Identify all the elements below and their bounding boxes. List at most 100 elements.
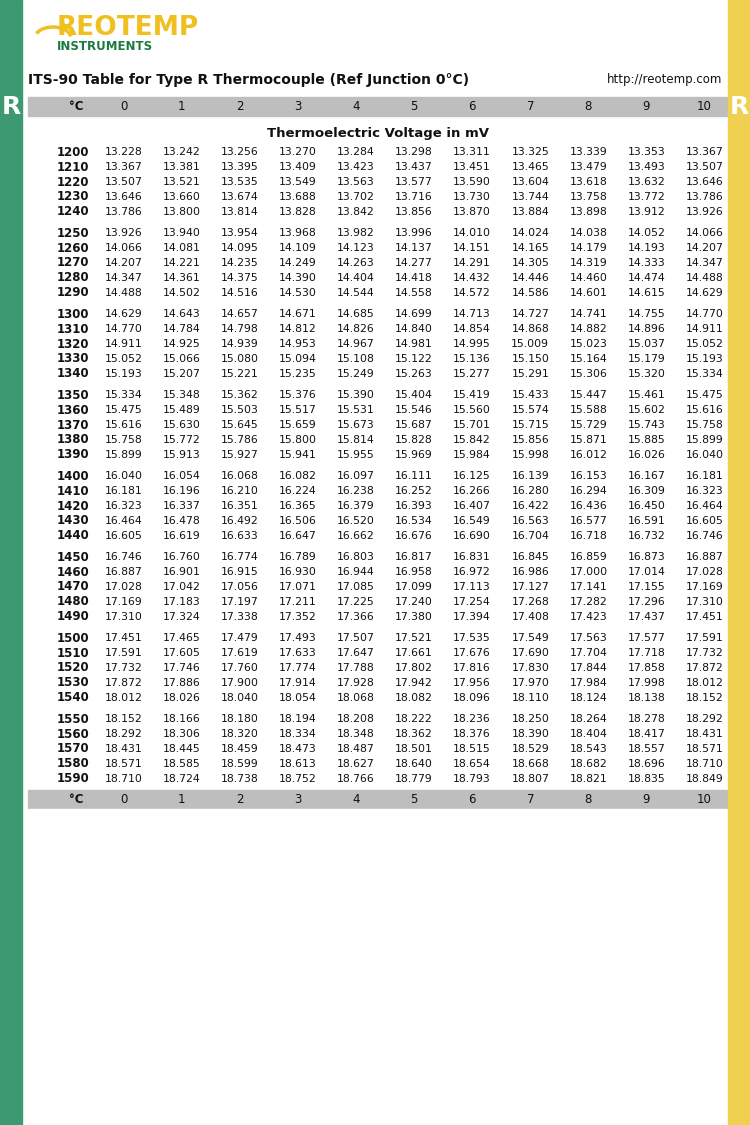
Text: 18.445: 18.445	[163, 744, 200, 754]
Text: 18.654: 18.654	[453, 758, 491, 768]
Text: 18.026: 18.026	[163, 693, 200, 703]
Text: 18.194: 18.194	[279, 714, 316, 724]
Text: 17.014: 17.014	[628, 567, 665, 577]
Text: 1570: 1570	[56, 742, 89, 756]
Text: 18.068: 18.068	[337, 693, 375, 703]
Text: 18.431: 18.431	[686, 729, 724, 739]
Text: 14.770: 14.770	[686, 309, 724, 319]
Text: 14.812: 14.812	[279, 324, 316, 334]
Text: 14.727: 14.727	[512, 309, 549, 319]
Text: 15.461: 15.461	[628, 390, 665, 400]
Text: 13.730: 13.730	[453, 191, 491, 201]
Text: 9: 9	[643, 793, 650, 806]
Text: 18.348: 18.348	[337, 729, 375, 739]
Text: 15.390: 15.390	[337, 390, 375, 400]
Text: 14.404: 14.404	[337, 272, 375, 282]
Text: 15.885: 15.885	[628, 434, 665, 444]
Text: 13.646: 13.646	[686, 177, 724, 187]
Text: 15.927: 15.927	[220, 450, 259, 460]
Text: 14.981: 14.981	[395, 339, 433, 349]
Text: 17.956: 17.956	[453, 677, 491, 687]
Text: 18.585: 18.585	[163, 758, 200, 768]
Text: Thermoelectric Voltage in mV: Thermoelectric Voltage in mV	[267, 127, 489, 141]
Text: 18.236: 18.236	[453, 714, 491, 724]
Text: 14.446: 14.446	[512, 272, 549, 282]
Text: 14.432: 14.432	[453, 272, 491, 282]
Text: 2: 2	[236, 100, 244, 113]
Text: 16.422: 16.422	[512, 501, 549, 511]
Text: 13.339: 13.339	[569, 147, 608, 158]
Text: 14.629: 14.629	[105, 309, 142, 319]
Text: 18.599: 18.599	[220, 758, 259, 768]
Text: 16.534: 16.534	[395, 515, 433, 525]
Text: 15.913: 15.913	[163, 450, 200, 460]
Text: 13.912: 13.912	[628, 207, 665, 217]
Text: 17.690: 17.690	[512, 648, 549, 658]
Text: 14.081: 14.081	[163, 243, 200, 253]
Text: 16.111: 16.111	[395, 471, 433, 482]
Text: 17.127: 17.127	[512, 582, 549, 592]
Text: 1330: 1330	[57, 352, 89, 366]
Text: 14.249: 14.249	[279, 258, 316, 268]
Text: 16.040: 16.040	[686, 450, 724, 460]
Text: 16.224: 16.224	[279, 486, 316, 496]
Text: 13.367: 13.367	[105, 162, 142, 172]
Text: 17.366: 17.366	[337, 612, 375, 622]
Text: 18.543: 18.543	[569, 744, 608, 754]
Text: 15.150: 15.150	[512, 353, 549, 363]
Text: 15.419: 15.419	[453, 390, 491, 400]
Text: 14.685: 14.685	[337, 309, 375, 319]
Text: 16.181: 16.181	[686, 471, 724, 482]
Text: 17.056: 17.056	[220, 582, 259, 592]
Text: 16.859: 16.859	[569, 552, 608, 562]
Text: 18.180: 18.180	[220, 714, 259, 724]
Text: 10: 10	[697, 793, 712, 806]
Text: 13.786: 13.786	[686, 191, 724, 201]
Text: 15.193: 15.193	[105, 369, 142, 379]
Text: 13.423: 13.423	[337, 162, 375, 172]
Text: 13.814: 13.814	[220, 207, 259, 217]
Text: 15.108: 15.108	[337, 353, 375, 363]
Text: 15.786: 15.786	[220, 434, 259, 444]
Text: 1360: 1360	[56, 404, 89, 416]
Text: 16.351: 16.351	[220, 501, 259, 511]
Text: 18.040: 18.040	[220, 693, 259, 703]
Text: 1280: 1280	[56, 271, 89, 285]
Text: 18.292: 18.292	[686, 714, 724, 724]
Text: 14.671: 14.671	[279, 309, 316, 319]
Text: 13.968: 13.968	[279, 228, 316, 238]
Text: 18.682: 18.682	[569, 758, 608, 768]
Bar	[0, 0, 22, 1125]
Text: 15.758: 15.758	[686, 420, 724, 430]
Text: 16.803: 16.803	[337, 552, 375, 562]
Text: 13.758: 13.758	[569, 191, 608, 201]
Text: 15.842: 15.842	[453, 434, 491, 444]
Text: 15.164: 15.164	[569, 353, 608, 363]
Text: 15.645: 15.645	[220, 420, 259, 430]
Text: 1210: 1210	[57, 161, 89, 173]
Text: 15.066: 15.066	[163, 353, 200, 363]
Text: 15.856: 15.856	[512, 434, 549, 444]
Text: 14.586: 14.586	[512, 288, 549, 298]
Text: 16.082: 16.082	[279, 471, 316, 482]
Text: 9: 9	[643, 100, 650, 113]
Text: 13.646: 13.646	[105, 191, 142, 201]
Text: 13.242: 13.242	[163, 147, 200, 158]
Text: 15.503: 15.503	[220, 405, 259, 415]
Text: 15.560: 15.560	[453, 405, 491, 415]
Text: 13.926: 13.926	[105, 228, 142, 238]
Text: 14.544: 14.544	[337, 288, 375, 298]
Text: 14.024: 14.024	[512, 228, 549, 238]
Text: 17.914: 17.914	[279, 677, 316, 687]
Text: 1480: 1480	[56, 595, 89, 609]
Text: 15.998: 15.998	[512, 450, 549, 460]
Text: 18.417: 18.417	[628, 729, 665, 739]
Text: 16.125: 16.125	[453, 471, 491, 482]
Text: 14.207: 14.207	[686, 243, 724, 253]
Text: 15.136: 15.136	[453, 353, 491, 363]
Text: 14.207: 14.207	[104, 258, 142, 268]
Text: 15.969: 15.969	[395, 450, 433, 460]
Text: 17.774: 17.774	[279, 663, 316, 673]
Text: 13.590: 13.590	[453, 177, 491, 187]
Text: 15.800: 15.800	[279, 434, 316, 444]
